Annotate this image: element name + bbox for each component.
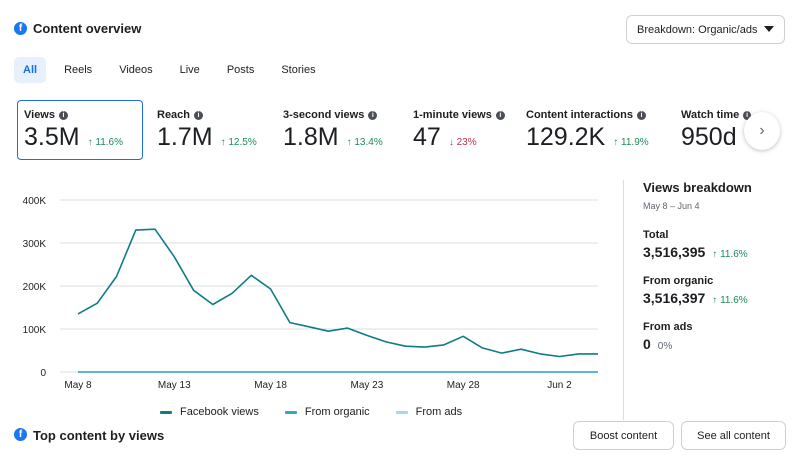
tab-posts[interactable]: Posts: [226, 64, 255, 76]
chevron-right-icon[interactable]: ›: [744, 112, 780, 150]
metric-value: 47: [413, 123, 441, 151]
tab-reels[interactable]: Reels: [64, 64, 93, 76]
metric-views[interactable]: Views i 3.5M ↑ 11.6%: [17, 100, 143, 160]
views-breakdown-panel: Views breakdown May 8 – Jun 4 Total 3,51…: [643, 180, 793, 352]
info-icon[interactable]: i: [743, 110, 751, 120]
x-tick-label: May 23: [350, 380, 383, 391]
y-tick-label: 300K: [23, 239, 47, 250]
y-tick-label: 100K: [23, 325, 47, 336]
legend-swatch: [160, 410, 172, 414]
metric-value: 1.7M: [157, 123, 213, 151]
metric-label: Reach: [157, 109, 191, 121]
ads-delta: 0%: [657, 341, 673, 352]
legend-label: From organic: [304, 406, 370, 418]
legend-item-from-ads[interactable]: From ads: [395, 406, 463, 418]
metric-delta: 12.5%: [228, 137, 257, 148]
y-tick-label: 200K: [23, 282, 47, 293]
arrow-up-icon: ↑: [613, 137, 622, 148]
metric-3-second-views[interactable]: 3-second views i 1.8M ↑ 13.4%: [283, 109, 383, 169]
organic-delta: 11.6%: [720, 295, 748, 306]
organic-label: From organic: [643, 275, 714, 287]
legend-item-from-organic[interactable]: From organic: [284, 406, 370, 418]
legend-label: From ads: [415, 406, 463, 418]
caret-down-icon: [764, 26, 774, 32]
metric-value: 129.2K: [526, 123, 606, 151]
metric-delta: 23%: [456, 137, 477, 148]
boost-content-button[interactable]: Boost content: [573, 421, 674, 450]
breakdown-dropdown[interactable]: Breakdown: Organic/ads: [626, 15, 785, 44]
info-icon[interactable]: i: [495, 110, 505, 120]
facebook-icon: f: [14, 22, 27, 35]
metric-reach[interactable]: Reach i 1.7M ↑ 12.5%: [157, 109, 257, 169]
info-icon[interactable]: i: [194, 110, 204, 120]
series-line-facebook-views: [77, 228, 598, 358]
metric-1-minute-views[interactable]: 1-minute views i 47 ↓ 23%: [413, 109, 505, 169]
tab-all[interactable]: All: [14, 57, 47, 83]
page-title: Content overview: [33, 21, 142, 36]
arrow-down-icon: ↓: [448, 137, 457, 148]
info-icon[interactable]: i: [59, 110, 68, 120]
total-value: 3,516,395: [643, 244, 706, 260]
x-tick-label: May 13: [158, 380, 191, 391]
x-tick-label: May 8: [64, 380, 92, 391]
info-icon[interactable]: i: [636, 110, 646, 120]
chart-legend: Facebook views From organic From ads: [160, 406, 488, 418]
total-delta: 11.6%: [720, 249, 748, 260]
facebook-icon: f: [14, 428, 27, 441]
y-tick-label: 0: [40, 368, 46, 379]
x-tick-label: May 28: [447, 380, 480, 391]
tab-live[interactable]: Live: [179, 64, 200, 76]
section-title: Top content by views: [33, 428, 165, 443]
content-type-tabs: All Reels Videos Live Posts Stories: [14, 57, 334, 83]
y-tick-label: 400K: [23, 196, 47, 207]
total-label: Total: [643, 229, 669, 241]
metric-label: Views: [24, 109, 55, 121]
legend-swatch: [395, 410, 408, 414]
legend-label: Facebook views: [180, 406, 259, 418]
metric-label: Content interactions: [526, 109, 633, 121]
metric-content-interactions[interactable]: Content interactions i 129.2K ↑ 11.9%: [526, 109, 649, 169]
metric-label: 1-minute views: [413, 109, 492, 121]
info-icon[interactable]: i: [368, 110, 378, 120]
tab-videos[interactable]: Videos: [119, 64, 153, 76]
metric-delta: 11.9%: [621, 137, 649, 148]
ads-label: From ads: [643, 321, 693, 333]
panel-divider: [623, 180, 624, 420]
legend-swatch: [284, 410, 297, 414]
metric-delta: 11.6%: [95, 137, 123, 148]
x-tick-label: Jun 2: [547, 380, 572, 391]
metric-watch-time[interactable]: Watch time i 950d: [681, 109, 751, 169]
metric-value: 1.8M: [283, 123, 339, 151]
views-line-chart: 0 100K 200K 300K 400K May 8 May 13 May 18 May 23…: [23, 196, 598, 391]
ads-value: 0: [643, 336, 651, 352]
metric-label: 3-second views: [283, 109, 365, 121]
breakdown-title: Views breakdown: [643, 180, 752, 195]
arrow-up-icon: ↑: [220, 137, 229, 148]
arrow-up-icon: ↑: [712, 295, 721, 306]
metric-value: 3.5M: [24, 123, 80, 151]
x-tick-label: May 18: [254, 380, 287, 391]
date-range: May 8 – Jun 4: [643, 201, 700, 211]
breakdown-label: Breakdown: Organic/ads: [637, 23, 758, 36]
metric-value: 950d: [681, 123, 737, 151]
metric-label: Watch time: [681, 109, 740, 121]
metric-delta: 13.4%: [354, 137, 383, 148]
tab-stories[interactable]: Stories: [281, 64, 316, 76]
legend-item-facebook-views[interactable]: Facebook views: [160, 406, 259, 418]
arrow-up-icon: ↑: [87, 137, 96, 148]
arrow-up-icon: ↑: [712, 249, 721, 260]
see-all-content-button[interactable]: See all content: [681, 421, 786, 450]
organic-value: 3,516,397: [643, 290, 706, 306]
arrow-up-icon: ↑: [346, 137, 355, 148]
